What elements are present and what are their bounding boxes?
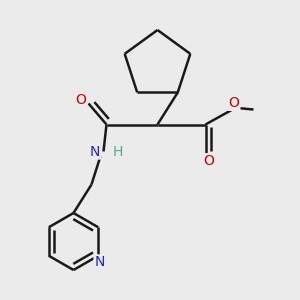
Text: O: O (203, 154, 214, 168)
Text: O: O (229, 96, 239, 110)
Text: N: N (90, 145, 100, 158)
Text: N: N (94, 255, 105, 269)
Text: H: H (113, 145, 123, 158)
Text: O: O (76, 94, 86, 107)
